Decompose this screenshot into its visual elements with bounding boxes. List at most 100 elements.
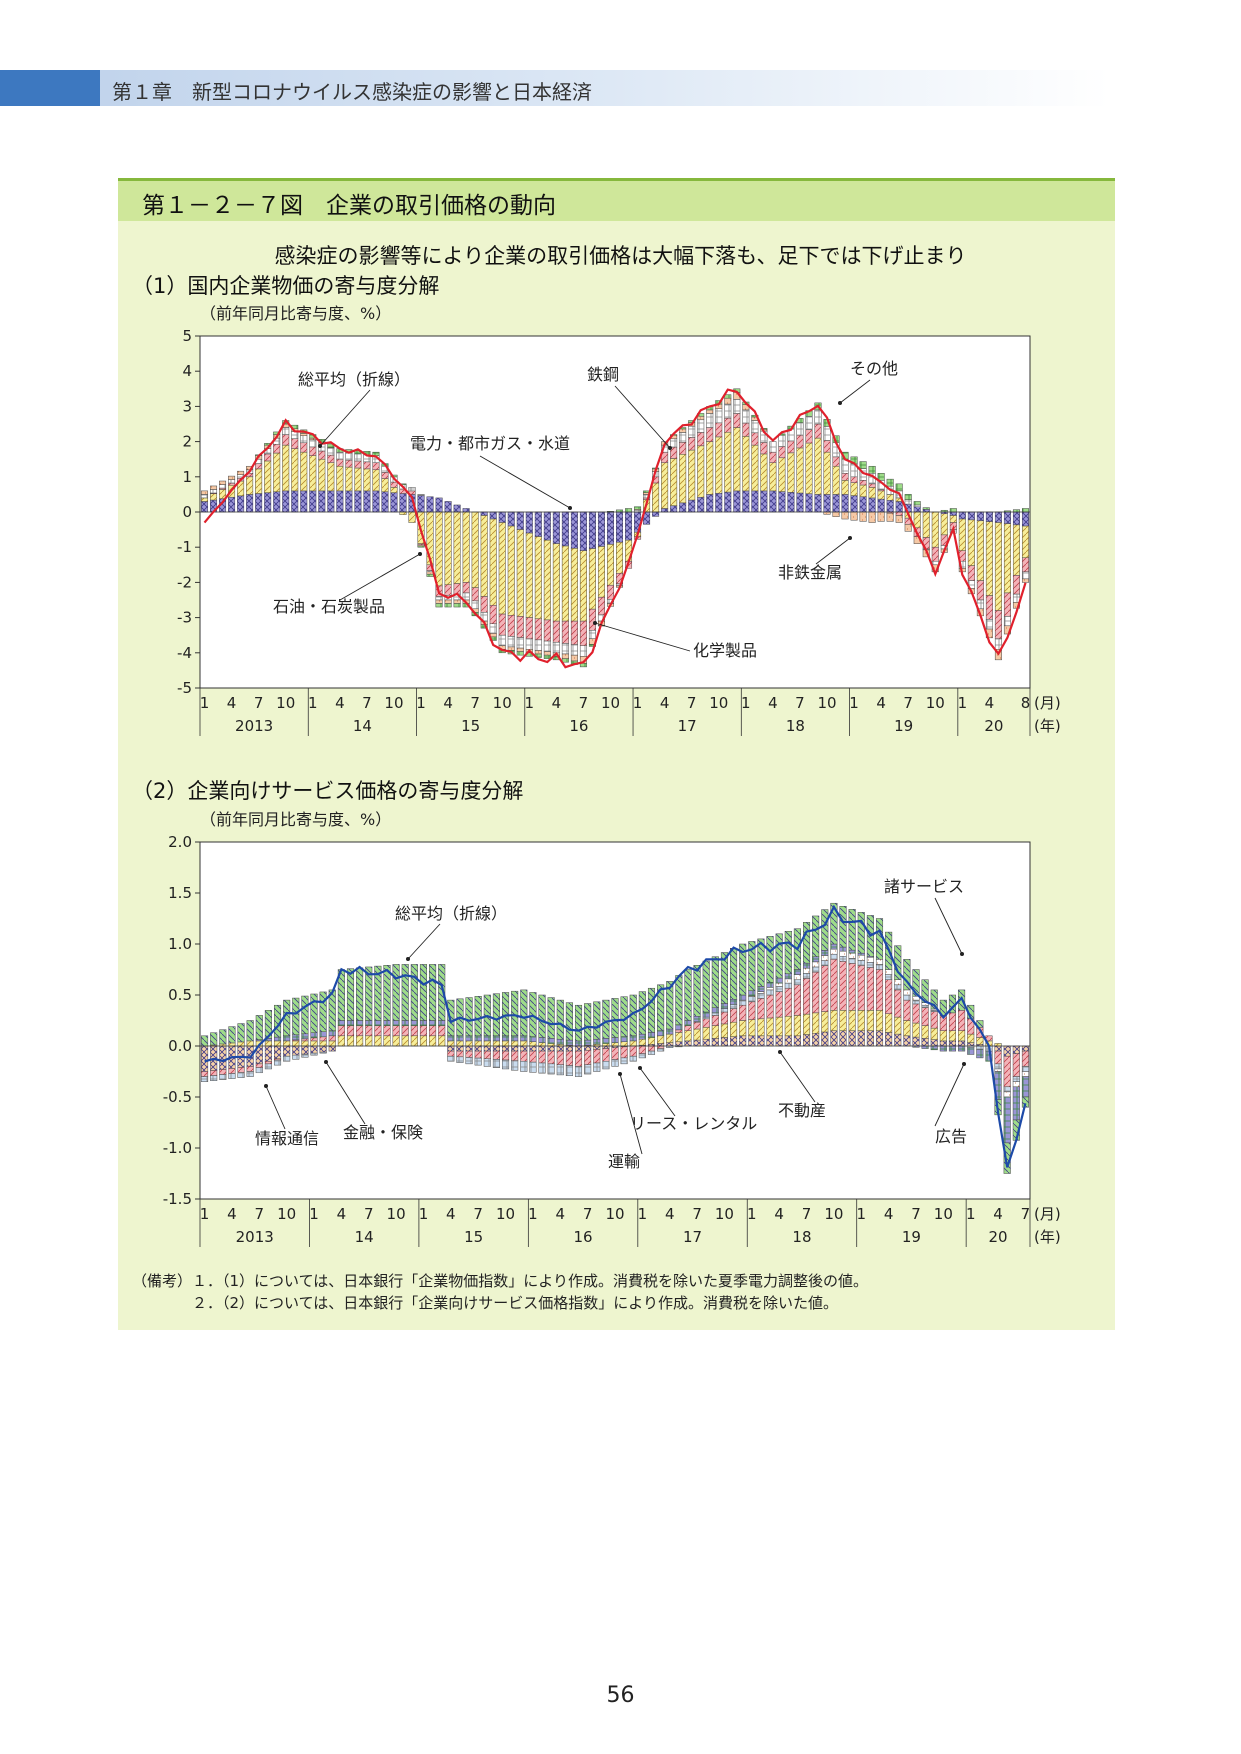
x-tick-label: 1 (741, 694, 751, 712)
bar-hatch-elec (904, 504, 912, 512)
bar-hatch-trans (693, 1022, 701, 1029)
bar-hatch-chem (309, 446, 317, 456)
bar-hatch-chem (832, 456, 840, 467)
bar-hatch-other (859, 461, 867, 469)
bar-hatch-elec (381, 491, 389, 512)
bar-hatch-ad (420, 1020, 427, 1026)
bar-hatch-trans (575, 1051, 582, 1067)
x-tick-label: 7 (254, 694, 264, 712)
bar-hatch-chem (327, 455, 335, 463)
bar-hatch-misc (666, 981, 674, 1029)
bar-hatch-oil (850, 482, 858, 496)
bar-hatch-other (526, 652, 533, 657)
bar-hatch-misc (629, 995, 637, 1036)
bar-hatch-fin (538, 1042, 546, 1046)
bar-hatch-real (885, 969, 892, 975)
bar-hatch-info (903, 1035, 911, 1046)
bar-hatch-ad (857, 953, 865, 956)
bar-hatch-fin (967, 1034, 974, 1043)
bar-hatch-lease (821, 960, 829, 966)
bar-hatch-misc (848, 909, 856, 951)
bar-hatch-nonf (670, 435, 677, 439)
bar-hatch-trans (639, 1046, 646, 1054)
bar-hatch-oil (408, 512, 416, 523)
bar-hatch-info (867, 1030, 874, 1046)
annotation-arrowhead (668, 446, 672, 450)
bar-hatch-info (940, 1040, 947, 1046)
year-unit: (年) (1034, 717, 1061, 735)
y-tick-label: 4 (182, 362, 192, 380)
bar-hatch-trans (657, 1046, 664, 1049)
bar-hatch-chem (814, 424, 822, 439)
bar-hatch-fin (657, 1035, 664, 1044)
bar-hatch-info (693, 1040, 701, 1046)
bar-hatch-steel (697, 419, 704, 433)
bar-hatch-misc (301, 996, 309, 1034)
year-label: 17 (678, 717, 697, 735)
figure-title: 第１－２－７図 企業の取引価格の動向 (142, 193, 556, 219)
bar-hatch-info (547, 1046, 555, 1052)
bar-hatch-ad (629, 1035, 637, 1041)
bar-hatch-ad (538, 1037, 546, 1043)
bar-hatch-other (580, 663, 587, 667)
bar-hatch-chem (760, 442, 768, 454)
bar-hatch-lease (1022, 1066, 1029, 1072)
annotation-arrowhead (618, 1072, 622, 1076)
bar-hatch-oil (742, 436, 750, 491)
x-tick-label: 1 (309, 1205, 319, 1223)
bar-hatch-trans (894, 989, 902, 1018)
bar-hatch-trans (456, 1051, 464, 1057)
annotation-leader (639, 1067, 676, 1117)
bar-hatch-steel (643, 494, 650, 498)
bar-hatch-oil (968, 519, 975, 566)
y-tick-label: -1.5 (163, 1190, 192, 1208)
bar-hatch-fin (365, 1035, 373, 1046)
bar-hatch-ad (693, 1016, 701, 1022)
bar-hatch-steel (814, 409, 822, 424)
bar-hatch-info (821, 1031, 829, 1046)
bar-hatch-trans (246, 1066, 254, 1072)
bar-hatch-elec (354, 490, 362, 512)
bar-hatch-steel (309, 439, 317, 447)
bar-hatch-nonf (498, 645, 506, 650)
chart2-section-title: （2）企業向けサービス価格の寄与度分解 (132, 779, 524, 803)
bar-hatch-nonf (850, 512, 858, 521)
bar-hatch-lease (785, 983, 792, 989)
bar-hatch-trans (237, 1067, 245, 1073)
bar-hatch-nonf (309, 438, 317, 440)
bar-hatch-ad (520, 1035, 528, 1041)
bar-hatch-chem (471, 587, 479, 601)
bar-hatch-elec (616, 512, 623, 543)
x-tick-label: 4 (227, 694, 237, 712)
bar-hatch-other (796, 418, 804, 423)
bar-hatch-trans (547, 1051, 555, 1064)
bar-hatch-other (634, 506, 641, 510)
bar-hatch-oil (679, 454, 686, 503)
bar-hatch-oil (526, 533, 533, 618)
bar-hatch-oil (453, 512, 461, 584)
bar-hatch-oil (832, 466, 840, 495)
bar-hatch-info (265, 1046, 272, 1062)
bar-hatch-real (821, 955, 829, 961)
bar-hatch-elec (814, 494, 822, 512)
bar-hatch-trans (803, 978, 810, 1015)
bar-hatch-ad (721, 1003, 728, 1009)
bar-hatch-lease (1013, 1076, 1020, 1082)
y-tick-label: 1.5 (168, 884, 192, 902)
bar-hatch-steel (426, 570, 434, 572)
bar-hatch-other (453, 603, 461, 608)
x-tick-label: 4 (993, 1205, 1003, 1223)
bar-hatch-trans (794, 984, 801, 1016)
bar-hatch-lease (839, 956, 847, 962)
bar-hatch-elec (895, 501, 903, 512)
bar-hatch-lease (739, 1000, 746, 1006)
annotation-label: 金融・保険 (343, 1123, 423, 1142)
bar-hatch-chem (462, 582, 470, 593)
bar-hatch-steel (877, 480, 885, 490)
bar-hatch-trans (319, 1036, 327, 1041)
bar-hatch-steel (679, 432, 686, 443)
bar-hatch-lease (529, 1062, 537, 1073)
bar-hatch-trans (328, 1035, 336, 1041)
bar-hatch-other (318, 439, 326, 443)
bar-hatch-trans (812, 972, 819, 1013)
